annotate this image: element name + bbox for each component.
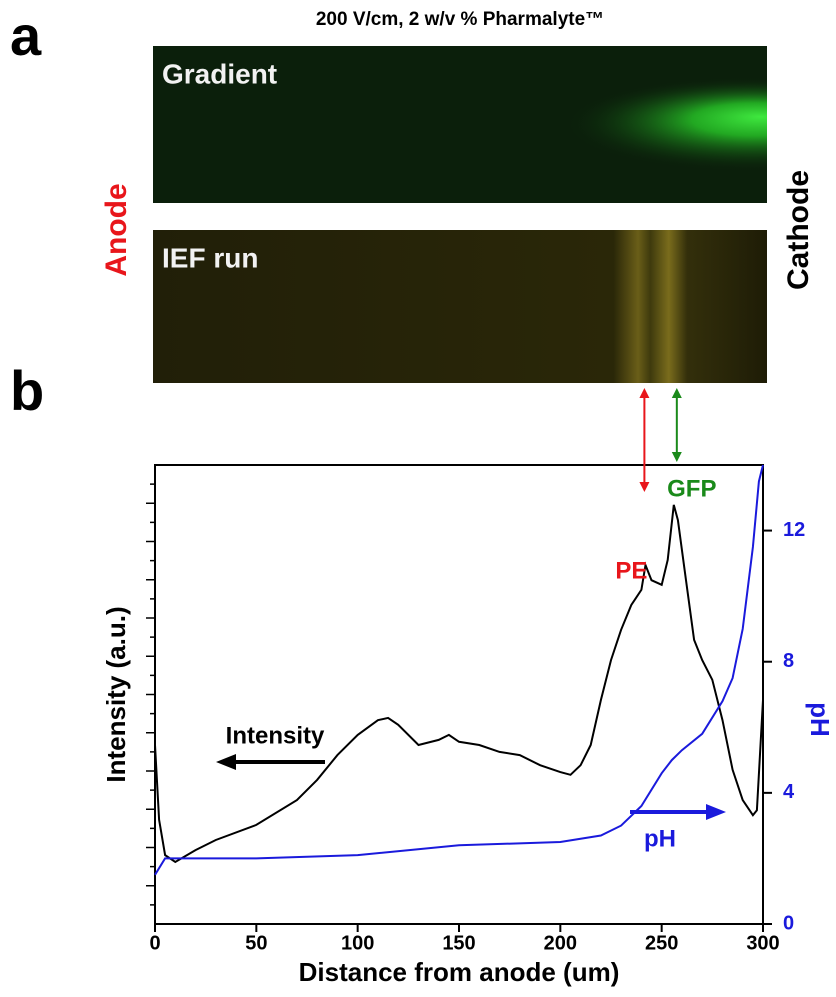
y2-tick-label: 12 bbox=[783, 519, 805, 541]
figure-title: 200 V/cm, 2 w/v % Pharmalyte™ bbox=[316, 9, 604, 30]
cathode-label: Cathode bbox=[782, 170, 815, 290]
peak-label: GFP bbox=[667, 475, 716, 502]
panel-label: a bbox=[10, 4, 42, 67]
x-tick-label: 200 bbox=[544, 932, 577, 954]
x-tick-label: 150 bbox=[442, 932, 475, 954]
image-label: Gradient bbox=[162, 58, 277, 89]
x-tick-label: 50 bbox=[245, 932, 267, 954]
x-axis-label: Distance from anode (um) bbox=[299, 957, 620, 987]
y2-axis-label: pH bbox=[805, 702, 835, 737]
arrow-head bbox=[672, 388, 682, 398]
series-line bbox=[155, 505, 763, 862]
panel-label: b bbox=[10, 359, 44, 422]
figure: a 200 V/cm, 2 w/v % Pharmalyte™ Gradient… bbox=[0, 0, 836, 997]
y2-tick-label: 8 bbox=[783, 650, 794, 672]
series-annotation: Intensity bbox=[226, 722, 325, 749]
x-tick-label: 250 bbox=[645, 932, 678, 954]
y2-tick-label: 4 bbox=[783, 781, 795, 803]
arrow-head bbox=[706, 804, 726, 820]
x-tick-label: 100 bbox=[341, 932, 374, 954]
anode-label: Anode bbox=[100, 183, 133, 276]
peak-label: PE bbox=[615, 557, 647, 584]
x-tick-label: 300 bbox=[746, 932, 779, 954]
arrow-head bbox=[639, 388, 649, 398]
series-annotation: pH bbox=[644, 825, 676, 852]
arrow-head bbox=[216, 754, 236, 770]
arrow-head bbox=[639, 482, 649, 492]
plot-frame bbox=[155, 465, 763, 924]
image-label: IEF run bbox=[162, 242, 258, 273]
x-tick-label: 0 bbox=[149, 932, 160, 954]
arrow-head bbox=[672, 452, 682, 462]
y-axis-label: Intensity (a.u.) bbox=[101, 606, 131, 782]
y2-tick-label: 0 bbox=[783, 912, 794, 934]
